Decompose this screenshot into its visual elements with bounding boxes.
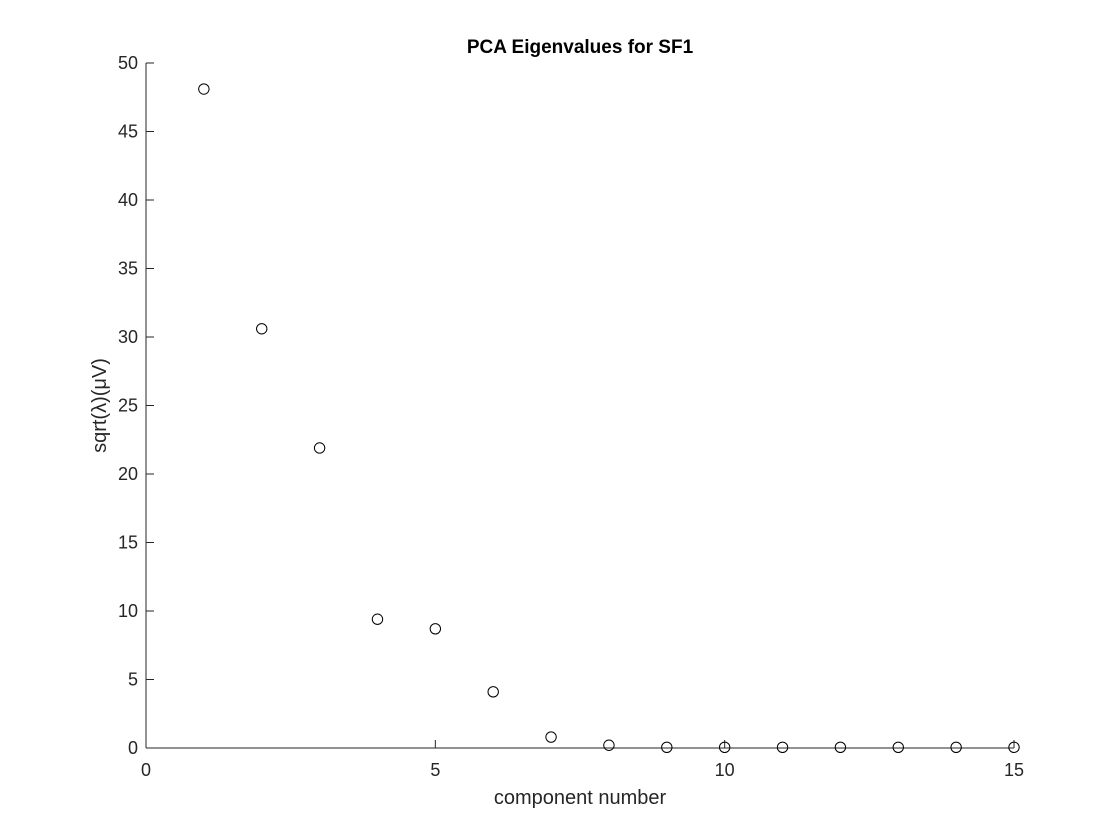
data-point	[950, 741, 962, 754]
y-tick-label: 40	[118, 190, 138, 210]
y-tick-label: 10	[118, 601, 138, 621]
y-tick-label: 15	[118, 533, 138, 553]
x-tick-label: 15	[1004, 760, 1024, 780]
x-axis-label: component number	[494, 787, 667, 809]
y-tick-label: 0	[128, 738, 138, 758]
y-tick-label: 20	[118, 464, 138, 484]
data-point	[603, 739, 615, 751]
data-point	[892, 741, 904, 754]
y-tick-label: 35	[118, 259, 138, 279]
x-tick-label: 10	[715, 760, 735, 780]
data-point	[198, 83, 210, 95]
data-point	[487, 686, 499, 698]
chart-title: PCA Eigenvalues for SF1	[467, 37, 694, 58]
data-point	[256, 323, 268, 335]
axes: 0 5 10 15 20 25 30 35 40 45 50 0 5 10 15	[118, 53, 1024, 780]
data-point	[371, 613, 384, 625]
data-points	[198, 83, 1020, 754]
data-point	[776, 741, 789, 754]
y-tick-label: 5	[128, 670, 138, 690]
data-point	[313, 442, 326, 454]
data-point	[429, 623, 442, 635]
y-tick-label: 30	[118, 327, 138, 347]
data-point	[834, 741, 847, 754]
data-point	[545, 731, 557, 743]
x-tick-label: 5	[430, 760, 440, 780]
y-tick-label: 45	[118, 122, 138, 142]
y-axis-label: sqrt(λ)(μV)	[89, 358, 111, 453]
data-point	[661, 741, 673, 754]
data-point	[1008, 741, 1020, 754]
y-tick-label: 25	[118, 396, 138, 416]
x-ticks: 0 5 10 15	[141, 740, 1024, 780]
y-tick-label: 50	[118, 53, 138, 73]
x-tick-label: 0	[141, 760, 151, 780]
data-point	[718, 741, 731, 754]
y-ticks: 0 5 10 15 20 25 30 35 40 45 50	[118, 53, 154, 758]
